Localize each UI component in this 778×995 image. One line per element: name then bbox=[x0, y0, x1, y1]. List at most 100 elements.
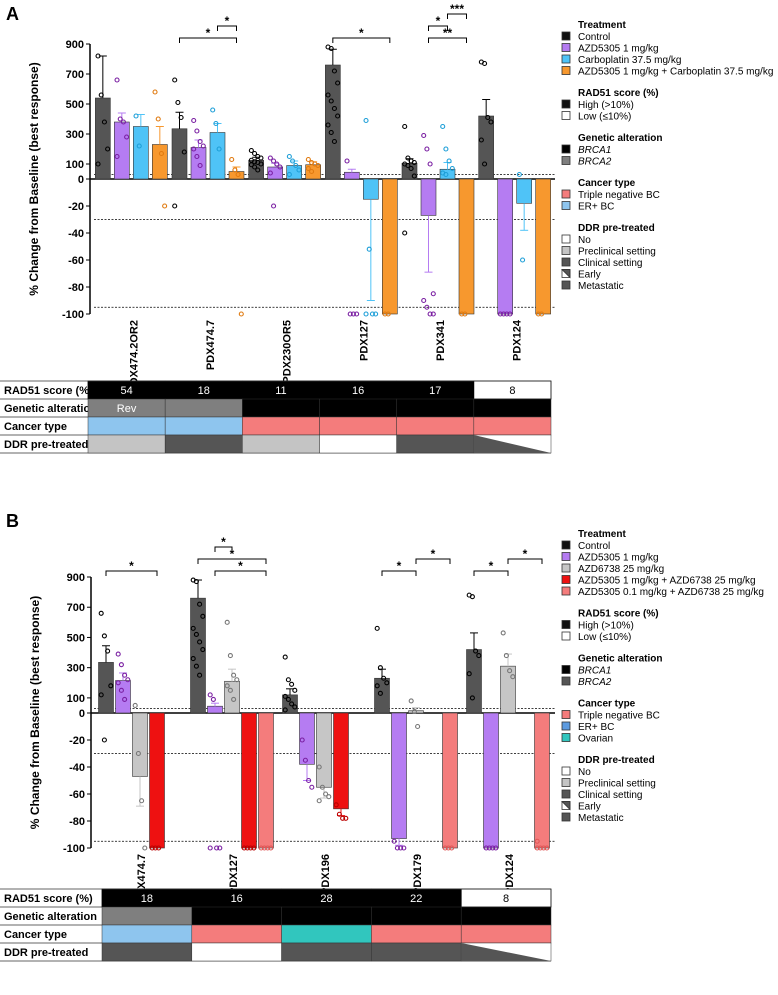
rad51-value: 54 bbox=[120, 385, 132, 397]
bar bbox=[207, 705, 223, 714]
y-tick-label: 500 bbox=[66, 99, 84, 111]
ddr-early-metastatic-fill bbox=[473, 435, 551, 453]
significance-label: * bbox=[129, 559, 134, 573]
data-point bbox=[98, 92, 104, 98]
data-point bbox=[132, 702, 138, 708]
legend-swatch bbox=[561, 665, 571, 674]
significance-label: * bbox=[230, 547, 235, 561]
data-point bbox=[385, 311, 391, 317]
legend-item-label: BRCA2 bbox=[578, 157, 612, 168]
rad51-value: 28 bbox=[320, 893, 332, 905]
data-point bbox=[231, 696, 237, 702]
legend-swatch bbox=[561, 540, 571, 550]
genetic-cell bbox=[396, 398, 475, 418]
significance-bracket bbox=[415, 558, 451, 564]
data-point bbox=[340, 815, 346, 821]
significance-bracket bbox=[197, 558, 267, 564]
genetic-cell bbox=[371, 906, 462, 926]
legend-item-label: Ovarian bbox=[578, 734, 613, 745]
data-point bbox=[462, 311, 468, 317]
data-point bbox=[190, 625, 196, 631]
panel-a-label: A bbox=[6, 4, 19, 24]
data-point bbox=[516, 171, 522, 178]
y-tick-label: -40 bbox=[69, 762, 85, 774]
data-point bbox=[286, 171, 292, 178]
data-point bbox=[424, 146, 430, 152]
bar bbox=[466, 649, 482, 714]
y-tick-label: -60 bbox=[69, 789, 85, 801]
legend-swatch bbox=[561, 43, 571, 52]
data-point bbox=[200, 613, 206, 619]
data-point bbox=[285, 696, 291, 702]
data-point bbox=[172, 77, 178, 83]
data-point bbox=[507, 311, 513, 317]
rad51-value: 8 bbox=[503, 893, 509, 905]
y-tick-label: -80 bbox=[69, 816, 85, 828]
legend-swatch-border bbox=[561, 269, 571, 278]
legend-swatch bbox=[561, 563, 571, 573]
data-point bbox=[449, 845, 455, 851]
ddr-cell bbox=[87, 434, 166, 454]
legend-swatch bbox=[561, 246, 571, 255]
legend-swatch bbox=[561, 766, 571, 776]
bar bbox=[363, 178, 379, 200]
data-point bbox=[271, 158, 277, 164]
data-point bbox=[336, 811, 342, 817]
data-point bbox=[537, 845, 543, 851]
legend-swatch bbox=[561, 54, 571, 64]
ddr-early-metastatic-fill bbox=[461, 943, 551, 961]
data-point bbox=[267, 170, 273, 176]
genetic-cell bbox=[473, 398, 552, 418]
bar bbox=[516, 178, 532, 204]
data-point bbox=[398, 845, 404, 851]
legend-group-title: Treatment bbox=[578, 20, 626, 31]
legend-item-label: ER+ BC bbox=[578, 202, 614, 213]
data-point bbox=[207, 845, 213, 851]
data-point bbox=[285, 677, 291, 683]
data-point bbox=[373, 311, 379, 317]
data-point bbox=[172, 203, 178, 209]
legend-swatch bbox=[561, 620, 571, 629]
data-point bbox=[248, 845, 254, 851]
table-row-label: DDR pre-treated bbox=[4, 947, 88, 959]
y-tick-label: -100 bbox=[63, 843, 85, 855]
data-point bbox=[402, 230, 408, 236]
data-point bbox=[191, 146, 197, 152]
data-point bbox=[534, 838, 540, 844]
data-point bbox=[210, 107, 216, 113]
data-point bbox=[197, 639, 203, 645]
table-row-label: Cancer type bbox=[4, 929, 67, 941]
data-point bbox=[255, 167, 261, 173]
y-tick-label: 900 bbox=[67, 572, 85, 584]
data-point bbox=[194, 128, 200, 134]
data-point bbox=[411, 708, 417, 715]
legend-item-label: Early bbox=[578, 802, 601, 813]
data-point bbox=[261, 845, 267, 851]
data-point bbox=[118, 687, 124, 693]
data-point bbox=[476, 653, 482, 659]
data-point bbox=[193, 631, 199, 637]
data-point bbox=[207, 692, 213, 698]
data-point bbox=[133, 113, 139, 119]
data-point bbox=[162, 203, 168, 209]
data-point bbox=[95, 161, 101, 167]
data-point bbox=[442, 845, 448, 851]
data-point bbox=[158, 150, 164, 157]
data-point bbox=[251, 845, 257, 851]
significance-label: * bbox=[523, 547, 528, 561]
data-point bbox=[191, 117, 197, 124]
data-point bbox=[316, 798, 322, 804]
data-point bbox=[482, 60, 488, 67]
data-point bbox=[136, 143, 142, 149]
legend-swatch bbox=[561, 575, 571, 584]
data-point bbox=[440, 123, 446, 130]
data-point bbox=[122, 696, 128, 702]
legend-item-label: Control bbox=[578, 541, 610, 552]
data-point bbox=[258, 155, 264, 161]
data-point bbox=[478, 137, 484, 143]
data-point bbox=[115, 651, 121, 657]
bar bbox=[382, 178, 398, 315]
data-point bbox=[408, 165, 414, 172]
legend-item-label: Clinical setting bbox=[578, 790, 642, 801]
legend-swatch bbox=[561, 280, 571, 290]
